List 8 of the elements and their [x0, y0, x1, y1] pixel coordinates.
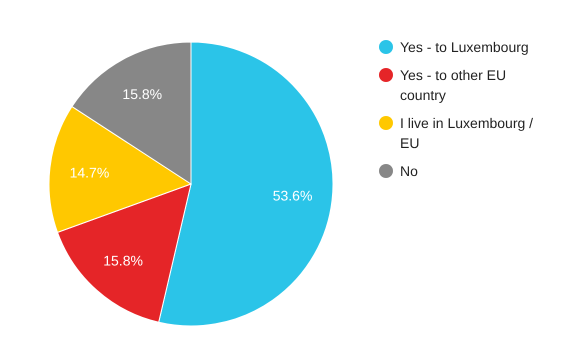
legend-label: Yes - to Luxembourg	[400, 39, 529, 55]
data-label: 15.8%	[103, 252, 143, 268]
legend-label: I live in Luxembourg / EU	[400, 115, 534, 151]
data-label: 14.7%	[70, 164, 110, 180]
legend-label: Yes - to other EU country	[400, 67, 506, 103]
legend-label: No	[400, 163, 418, 179]
data-label: 15.8%	[122, 86, 162, 102]
data-label: 53.6%	[272, 188, 312, 204]
